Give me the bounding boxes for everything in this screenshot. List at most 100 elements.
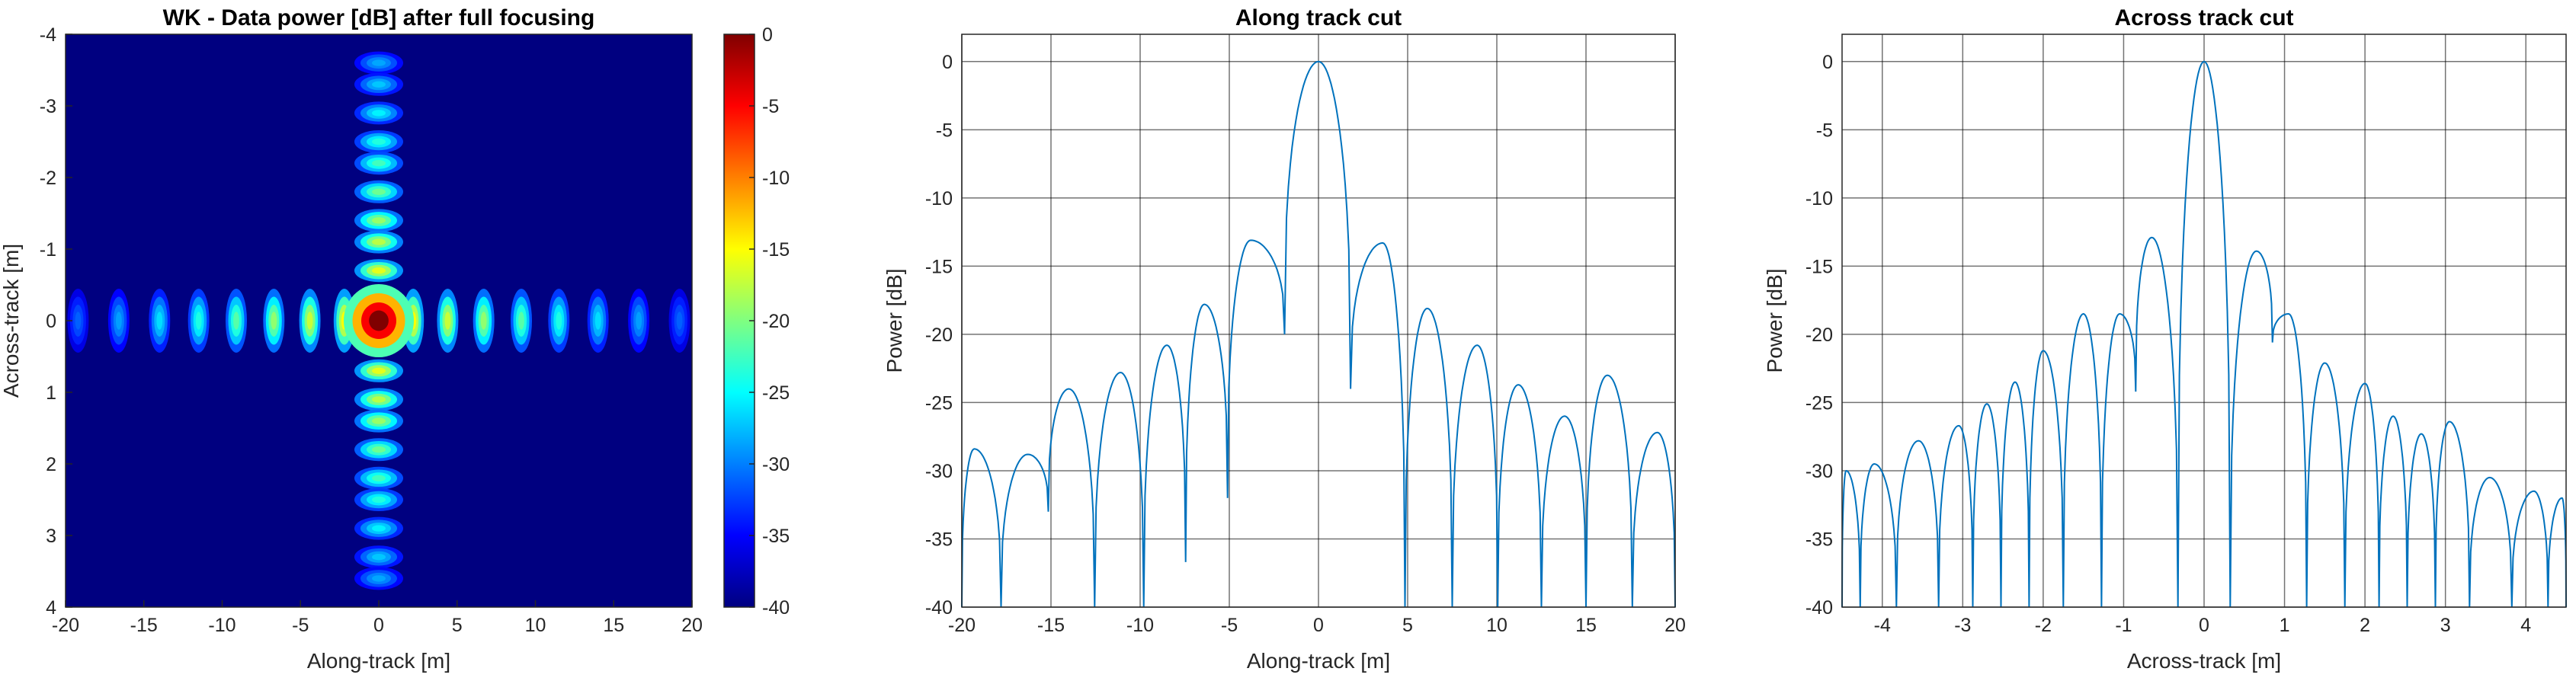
colorbar-tick-label: 0: [762, 24, 773, 46]
heatmap-along-sidelobe: [306, 312, 313, 330]
heatmap-y-tick-label: -1: [40, 239, 56, 261]
along-cut-y-tick-label: -20: [925, 325, 953, 346]
across-cut-axes-box: [1841, 34, 2567, 608]
heatmap-along-sidelobe: [444, 312, 451, 330]
across-cut-y-tick-label: -35: [1805, 529, 1833, 550]
along-cut-y-tick-label: 0: [942, 52, 953, 73]
along-cut-x-ticks: -20 -15 -10 -5 0 5 10 15 20: [948, 615, 1686, 636]
heatmap-x-tick-label: 5: [452, 615, 463, 636]
heatmap-x-tick-label: 15: [603, 615, 624, 636]
across-cut-x-label: Across-track [m]: [2127, 649, 2281, 673]
along-cut-x-tick-label: 10: [1486, 615, 1507, 636]
along-cut-series-line: [961, 60, 1676, 608]
along-cut-y-ticks: 0 -5 -10 -15 -20 -25 -30 -35 -40: [925, 52, 953, 619]
across-cut-y-label: Power [dB]: [1763, 269, 1786, 373]
along-cut-x-tick-label: 5: [1402, 615, 1413, 636]
heatmap-across-sidelobe: [372, 525, 386, 532]
colorbar-ticks: 0 -5 -10 -15 -20 -25 -30 -35 -40: [749, 24, 790, 619]
heatmap-across-sidelobe: [372, 554, 386, 561]
along-cut-x-label: Along-track [m]: [1247, 649, 1390, 673]
colorbar-tick-label: -15: [762, 239, 790, 261]
heatmap-y-tick-label: 2: [46, 454, 56, 475]
along-cut-y-tick-label: -15: [925, 256, 953, 277]
heatmap-y-tick-label: 4: [46, 597, 56, 619]
across-cut-x-tick-label: 0: [2199, 615, 2209, 636]
heatmap-across-sidelobe: [372, 81, 386, 88]
across-cut-x-tick-label: -1: [2115, 615, 2132, 636]
across-cut-y-tick-label: -30: [1805, 461, 1833, 482]
across-cut-y-tick-label: -20: [1805, 325, 1833, 346]
heatmap-along-sidelobe: [75, 312, 82, 330]
heatmap-across-sidelobe: [372, 59, 386, 66]
heatmap-along-sidelobe: [195, 312, 202, 330]
along-cut-y-tick-label: -35: [925, 529, 953, 550]
heatmap-y-label: Across-track [m]: [0, 244, 23, 398]
heatmap-y-tick-label: 1: [46, 382, 56, 404]
heatmap-x-tick-label: 20: [681, 615, 703, 636]
across-cut-x-tick-label: -3: [1954, 615, 1971, 636]
heatmap-y-tick-label: -3: [40, 96, 56, 117]
heatmap-image: [66, 34, 692, 607]
along-track-panel: Along track cut -20 -15 -10 -5 0 5 10 15 20 0-5-…: [883, 5, 1686, 673]
along-cut-y-tick-label: -10: [925, 188, 953, 209]
heatmap-across-sidelobe: [372, 217, 386, 224]
across-cut-y-tick-label: -10: [1805, 188, 1833, 209]
heatmap-title: WK - Data power [dB] after full focusing: [163, 5, 595, 30]
across-cut-x-tick-label: 1: [2280, 615, 2290, 636]
heatmap-along-sidelobe: [233, 312, 239, 330]
across-cut-x-tick-label: 4: [2520, 615, 2531, 636]
heatmap-across-sidelobe: [372, 267, 386, 274]
along-cut-x-tick-label: 20: [1664, 615, 1686, 636]
heatmap-along-sidelobe: [115, 312, 122, 330]
across-track-panel: Across track cut -4 -3 -2 -1 0 1 2 3 4 0-5-10-15…: [1763, 5, 2567, 673]
across-cut-grid: [1842, 34, 2566, 608]
heatmap-y-tick-label: 0: [46, 311, 56, 332]
heatmap-across-sidelobe: [372, 396, 386, 403]
heatmap-along-sidelobe: [271, 312, 277, 330]
along-cut-x-tick-label: -10: [1126, 615, 1154, 636]
heatmap-across-sidelobe: [372, 188, 386, 195]
across-cut-y-tick-label: 0: [1822, 52, 1833, 73]
along-cut-x-tick-label: 15: [1575, 615, 1597, 636]
colorbar-tick-label: -35: [762, 526, 790, 547]
heatmap-main-lobe: [369, 310, 389, 331]
heatmap-across-sidelobe: [372, 575, 386, 582]
colorbar-tick-label: -25: [762, 382, 790, 404]
across-cut-x-tick-label: 2: [2360, 615, 2370, 636]
across-cut-y-tick-label: -40: [1805, 597, 1833, 619]
heatmap-x-ticks: -20 -15 -10 -5 0 5 10 15 20: [52, 600, 703, 636]
heatmap-across-sidelobe: [372, 138, 386, 145]
along-cut-x-tick-label: -5: [1221, 615, 1238, 636]
heatmap-y-tick-label: 3: [46, 526, 56, 547]
heatmap-y-ticks: -4 -3 -2 -1 0 1 2 3 4: [40, 24, 72, 619]
heatmap-y-tick-label: -2: [40, 168, 56, 189]
along-cut-axes-box: [961, 34, 1676, 608]
heatmap-across-sidelobe: [372, 446, 386, 453]
along-cut-x-tick-label: -20: [948, 615, 976, 636]
heatmap-along-sidelobe: [518, 312, 524, 330]
heatmap-x-tick-label: 10: [525, 615, 546, 636]
heatmap-across-sidelobe: [372, 496, 386, 504]
along-cut-x-tick-label: -15: [1037, 615, 1065, 636]
along-cut-grid: [961, 34, 1676, 608]
heatmap-along-sidelobe: [480, 312, 487, 330]
across-cut-y-tick-label: -5: [1816, 120, 1833, 141]
heatmap-across-sidelobe: [372, 110, 386, 117]
along-cut-title: Along track cut: [1235, 5, 1402, 30]
along-cut-y-label: Power [dB]: [883, 269, 906, 373]
across-cut-title: Across track cut: [2114, 5, 2293, 30]
across-cut-y-tick-label: -25: [1805, 392, 1833, 414]
across-cut-y-ticks: 0 -5 -10 -15 -20 -25 -30 -35 -40: [1805, 52, 1833, 619]
across-cut-x-tick-label: 3: [2440, 615, 2451, 636]
along-cut-y-tick-label: -40: [925, 597, 953, 619]
heatmap-y-tick-label: -4: [40, 24, 56, 46]
across-cut-x-tick-label: -4: [1874, 615, 1891, 636]
heatmap-panel: WK - Data power [dB] after full focusing…: [0, 5, 790, 673]
across-cut-x-ticks: -4 -3 -2 -1 0 1 2 3 4: [1874, 615, 2532, 636]
colorbar-tick-label: -10: [762, 168, 790, 189]
colorbar-tick-label: -30: [762, 454, 790, 475]
along-cut-y-tick-label: -5: [936, 120, 953, 141]
colorbar-tick-label: -5: [762, 96, 779, 117]
heatmap-x-tick-label: -20: [52, 615, 79, 636]
